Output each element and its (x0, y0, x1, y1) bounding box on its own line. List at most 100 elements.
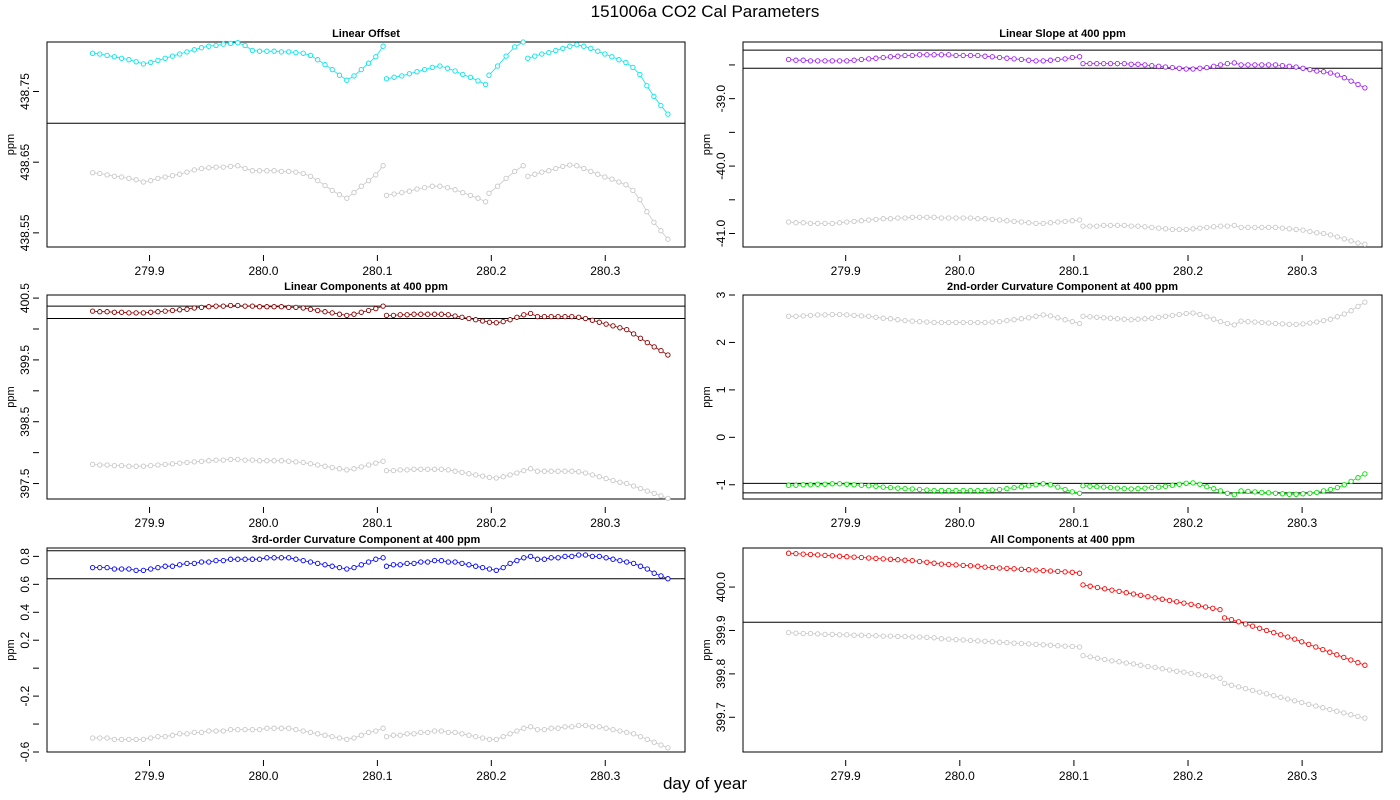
data-point (322, 309, 328, 315)
data-point (344, 467, 350, 473)
data-point (588, 168, 594, 175)
data-point (582, 722, 589, 729)
data-point (576, 469, 582, 475)
data-point (644, 209, 650, 215)
data-point (829, 220, 835, 227)
data-point (1188, 601, 1194, 608)
data-point (1135, 61, 1141, 67)
data-point (358, 183, 364, 189)
data-point (807, 630, 814, 637)
data-point (383, 76, 390, 82)
data-point (1293, 64, 1299, 70)
data-point (126, 566, 132, 572)
data-point (473, 563, 479, 569)
data-point (866, 217, 872, 223)
data-point (1279, 62, 1286, 69)
data-point (909, 214, 915, 220)
x-tick-label: 280.2 (1173, 516, 1203, 530)
data-point (902, 633, 908, 640)
x-tick-label: 279.9 (831, 264, 861, 278)
data-point (822, 312, 828, 318)
x-tick-label: 280.1 (362, 264, 392, 278)
data-point (815, 312, 821, 318)
x-tick-label: 279.9 (135, 516, 165, 530)
data-point (444, 184, 451, 191)
data-point (459, 314, 465, 320)
data-point (548, 468, 554, 474)
data-point (500, 474, 506, 480)
data-point (391, 74, 397, 80)
data-point (1142, 62, 1148, 68)
data-point (220, 728, 226, 734)
data-point (610, 726, 616, 733)
data-point (444, 65, 451, 71)
chart-panel-6: All Components at 400 ppm ppm 279.9 280.0 28… (701, 534, 1383, 783)
data-point (1272, 62, 1279, 68)
data-point (555, 555, 561, 561)
data-point (1183, 66, 1189, 72)
data-point (880, 315, 886, 321)
data-point (1245, 488, 1251, 495)
data-point (1107, 484, 1114, 491)
data-point (293, 304, 299, 311)
data-point (383, 467, 390, 474)
data-point (512, 168, 518, 175)
y-tick-label: 399.5 (18, 345, 32, 375)
data-point (534, 313, 541, 320)
data-point (1135, 316, 1141, 322)
data-point (380, 303, 386, 309)
data-point (118, 462, 125, 469)
data-point (873, 216, 879, 223)
data-point (909, 486, 915, 492)
data-point (482, 81, 489, 88)
data-point (399, 73, 405, 79)
data-point (1292, 698, 1298, 704)
data-point (493, 567, 499, 574)
data-point (844, 554, 850, 560)
data-point (1285, 696, 1291, 702)
data-point (293, 726, 299, 733)
data-point (351, 73, 357, 79)
data-point (1300, 227, 1306, 233)
data-point (1076, 320, 1083, 327)
data-point (162, 174, 168, 180)
data-point (1047, 313, 1054, 319)
data-point (500, 318, 506, 325)
data-point (466, 471, 472, 477)
data-point (665, 236, 671, 242)
data-point (1362, 662, 1368, 668)
data-point (1320, 69, 1327, 75)
data-point (162, 733, 168, 740)
data-point (1211, 224, 1217, 230)
series-red (785, 550, 1368, 668)
data-point (271, 458, 277, 464)
data-point (1231, 322, 1237, 328)
data-point (383, 733, 390, 740)
data-point (785, 482, 792, 488)
data-point (500, 733, 506, 740)
data-point (315, 560, 321, 567)
data-point (177, 562, 183, 568)
data-point (445, 312, 451, 318)
data-point (169, 172, 176, 179)
data-point (975, 487, 981, 494)
data-point (1327, 486, 1334, 493)
data-point (104, 52, 110, 59)
data-point (1018, 56, 1025, 63)
data-point (111, 173, 118, 179)
data-point (1109, 587, 1115, 593)
data-point (414, 186, 420, 192)
data-point (351, 189, 357, 196)
data-point (1047, 482, 1054, 488)
data-point (235, 726, 241, 733)
data-point (1101, 315, 1107, 321)
data-point (1341, 482, 1347, 488)
data-point (534, 726, 541, 733)
data-point (960, 562, 966, 569)
data-point (148, 177, 154, 184)
data-point (140, 567, 147, 574)
data-point (1263, 691, 1270, 697)
data-point (104, 735, 110, 741)
data-point (133, 177, 139, 183)
data-point (1190, 310, 1196, 316)
